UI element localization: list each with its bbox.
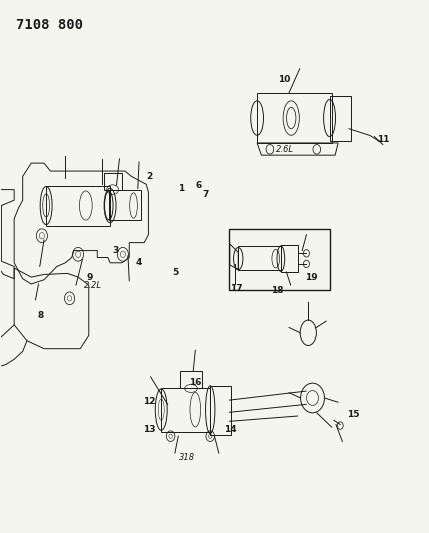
Text: 11: 11 — [377, 135, 389, 144]
Text: 5: 5 — [172, 268, 178, 277]
Text: 19: 19 — [305, 272, 318, 281]
Bar — [181, 372, 202, 389]
Text: 14: 14 — [224, 425, 237, 434]
Text: 17: 17 — [230, 284, 243, 293]
Text: 7108 800: 7108 800 — [16, 18, 83, 33]
Bar — [238, 246, 281, 270]
Text: 2.2L: 2.2L — [84, 280, 102, 289]
Text: 318: 318 — [179, 453, 195, 462]
Bar — [210, 386, 231, 435]
Bar — [230, 229, 329, 290]
Text: 2: 2 — [147, 172, 153, 181]
Bar — [46, 186, 110, 225]
Text: 7: 7 — [202, 190, 208, 199]
Bar — [329, 96, 351, 141]
Bar — [104, 173, 121, 190]
Bar — [161, 389, 210, 432]
Text: 1: 1 — [178, 183, 184, 192]
Text: 4: 4 — [136, 258, 142, 266]
Text: 15: 15 — [347, 410, 359, 419]
Text: 9: 9 — [87, 272, 93, 281]
Text: 10: 10 — [278, 75, 290, 84]
Bar — [109, 190, 141, 220]
Text: 16: 16 — [189, 377, 202, 386]
Bar — [257, 93, 332, 143]
Text: 18: 18 — [271, 286, 284, 295]
Text: 13: 13 — [143, 425, 156, 434]
Text: 3: 3 — [112, 246, 119, 255]
Text: 6: 6 — [195, 181, 202, 190]
Text: 12: 12 — [143, 397, 156, 406]
Bar — [281, 245, 298, 272]
Text: 2.6L: 2.6L — [276, 146, 294, 155]
Text: 8: 8 — [37, 311, 44, 320]
